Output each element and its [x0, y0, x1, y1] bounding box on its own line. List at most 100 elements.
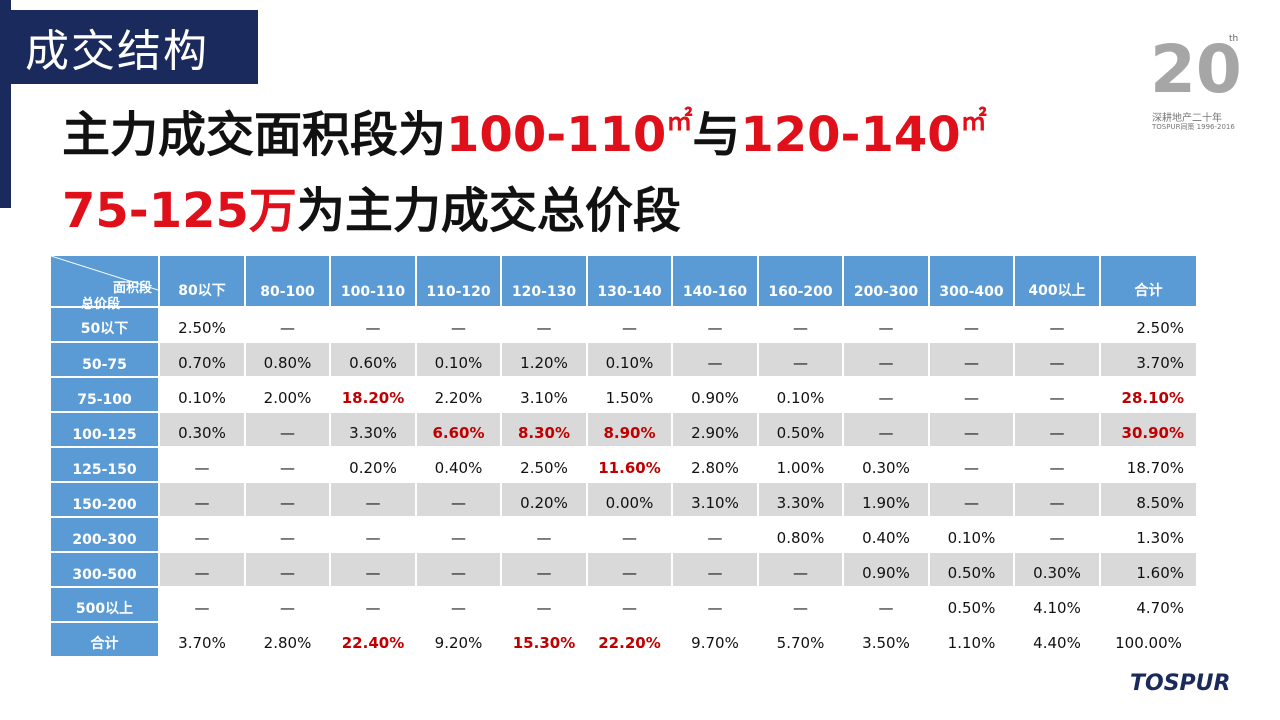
table-cell: 0.30% [844, 448, 928, 481]
table-cell: — [417, 553, 500, 586]
table-cell: — [930, 413, 1013, 446]
table-cell: — [160, 448, 244, 481]
table-row: 50-75 0.70% 0.80% 0.60% 0.10% 1.20% 0.10% — — — — —… [51, 343, 1196, 376]
table-cell: 0.00% [588, 483, 671, 516]
row-total-cell: 28.10% [1101, 378, 1196, 411]
table-cell: — [1015, 518, 1099, 551]
total-cell: 22.20% [588, 623, 671, 656]
total-cell: 1.10% [930, 623, 1013, 656]
table-cell: — [588, 588, 671, 621]
row-total-cell: 1.60% [1101, 553, 1196, 586]
column-header: 130-140 [588, 256, 671, 306]
table-cell: — [759, 343, 842, 376]
table-cell: 0.90% [844, 553, 928, 586]
logo-subtitle-2: TOSPUR同策 1996-2016 [1152, 123, 1235, 131]
table-cell: — [502, 308, 586, 341]
column-header: 200-300 [844, 256, 928, 306]
table-cell: 3.10% [673, 483, 757, 516]
table-cell: — [673, 343, 757, 376]
headline-text-c: 为主力成交总价段 [296, 183, 681, 239]
table-cell: 0.30% [1015, 553, 1099, 586]
row-header: 50以下 [51, 308, 158, 341]
column-header: 160-200 [759, 256, 842, 306]
table-cell: 2.90% [673, 413, 757, 446]
total-cell: 100.00% [1101, 623, 1196, 656]
table-row: 200-300— — — — — — —0.80% 0.40% 0.10% —1.30% [51, 518, 1196, 551]
corner-diagonal-line [51, 256, 158, 291]
section-title-box: 成交结构 [11, 10, 258, 84]
table-cell: 1.90% [844, 483, 928, 516]
table-cell: 0.60% [331, 343, 415, 376]
table-cell: 3.10% [502, 378, 586, 411]
table-cell: 18.20% [331, 378, 415, 411]
table-cell: 1.20% [502, 343, 586, 376]
table-cell: 0.20% [331, 448, 415, 481]
table-cell: — [673, 518, 757, 551]
table-cell: 4.10% [1015, 588, 1099, 621]
total-cell: 9.70% [673, 623, 757, 656]
area-range-b: 120-140 [740, 107, 961, 163]
table-cell: 0.20% [502, 483, 586, 516]
row-header: 200-300 [51, 518, 158, 551]
table-row: 150-200— — — —0.20% 0.00% 3.10% 3.30% 1.90% — —8.… [51, 483, 1196, 516]
total-cell: 3.50% [844, 623, 928, 656]
total-cell: 15.30% [502, 623, 586, 656]
table-cell: — [759, 553, 842, 586]
table-row: 50以下 2.50% — — — — — — — — — —2.50% [51, 308, 1196, 341]
table-cell: 0.10% [160, 378, 244, 411]
row-total-cell: 18.70% [1101, 448, 1196, 481]
deal-structure-table: 面积段 总价段 80以下 80-100 100-110 110-120 120-130 1… [49, 254, 1198, 658]
table-cell: — [246, 483, 329, 516]
column-header: 合计 [1101, 256, 1196, 306]
table-cell: — [502, 553, 586, 586]
table-cell: — [844, 308, 928, 341]
table-row: 300-500— — — — — — — —0.90% 0.50% 0.30% 1.60% [51, 553, 1196, 586]
headline-text-b: 与 [692, 107, 741, 163]
row-header: 150-200 [51, 483, 158, 516]
column-header: 300-400 [930, 256, 1013, 306]
table-cell: — [331, 483, 415, 516]
column-header: 120-130 [502, 256, 586, 306]
table-cell: — [844, 378, 928, 411]
row-total-cell: 3.70% [1101, 343, 1196, 376]
table-cell: — [844, 343, 928, 376]
table-cell: — [417, 588, 500, 621]
column-header: 110-120 [417, 256, 500, 306]
corner-header: 面积段 总价段 [51, 256, 158, 312]
total-row: 合计 3.70% 2.80% 22.40% 9.20% 15.30% 22.20% 9.70%… [51, 623, 1196, 656]
table-cell: — [246, 448, 329, 481]
table-cell: 0.40% [844, 518, 928, 551]
total-row-header: 合计 [51, 623, 158, 656]
table-cell: 8.30% [502, 413, 586, 446]
corner-label-area: 面积段 [112, 281, 152, 296]
table-cell: 0.80% [759, 518, 842, 551]
table-cell: — [246, 588, 329, 621]
table-cell: 2.50% [160, 308, 244, 341]
price-range: 75-125万 [62, 183, 297, 239]
table-cell: — [1015, 413, 1099, 446]
table-cell: — [417, 518, 500, 551]
table-cell: 0.10% [759, 378, 842, 411]
table-cell: — [246, 553, 329, 586]
logo-th: th [1229, 34, 1239, 44]
table-cell: — [1015, 378, 1099, 411]
area-unit-a: ㎡ [666, 107, 693, 137]
table-cell: 11.60% [588, 448, 671, 481]
table-cell: — [417, 308, 500, 341]
column-header: 400以上 [1015, 256, 1099, 306]
table-cell: — [673, 308, 757, 341]
left-accent-bar [0, 0, 11, 208]
row-header: 75-100 [51, 378, 158, 411]
table-cell: — [331, 553, 415, 586]
table-cell: 0.80% [246, 343, 329, 376]
table-cell: 2.80% [673, 448, 757, 481]
table-row: 75-100 0.10% 2.00% 18.20% 2.20% 3.10% 1.50% 0.9… [51, 378, 1196, 411]
table-cell: 2.00% [246, 378, 329, 411]
table-cell: — [331, 518, 415, 551]
section-title: 成交结构 [25, 26, 209, 77]
table-cell: 3.30% [759, 483, 842, 516]
column-header: 80以下 [160, 256, 244, 306]
row-total-cell: 1.30% [1101, 518, 1196, 551]
table-cell: — [844, 588, 928, 621]
headline-line-1: 主力成交面积段为100-110㎡与120-140㎡ [62, 109, 987, 159]
